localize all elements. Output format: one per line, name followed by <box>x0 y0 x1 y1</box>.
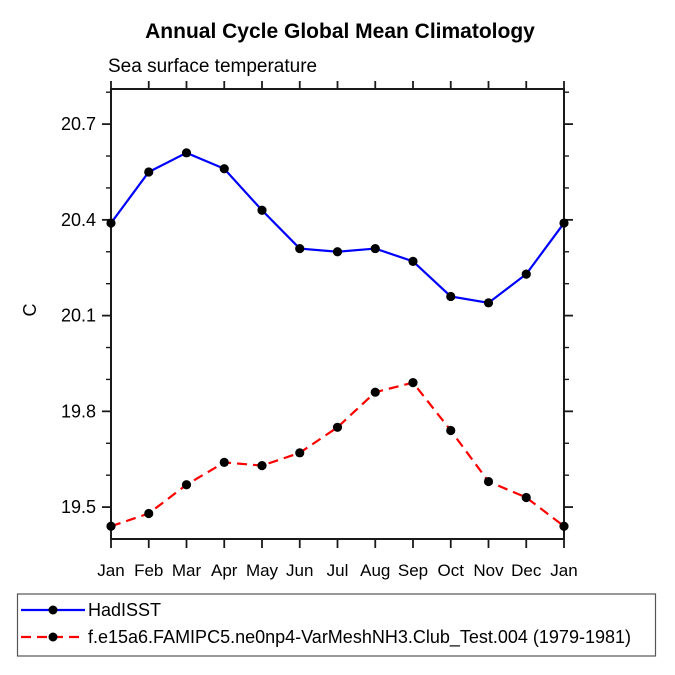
x-tick-label: Jul <box>327 561 349 580</box>
x-tick-label: Jan <box>550 561 577 580</box>
legend-line-samples <box>21 605 85 642</box>
data-point-marker <box>370 243 380 254</box>
data-point-marker <box>408 256 418 266</box>
data-point-marker <box>219 457 229 468</box>
y-tick-label: 20.4 <box>61 210 96 230</box>
x-tick-label: Mar <box>172 561 202 580</box>
data-point-marker <box>370 387 380 397</box>
data-point-marker <box>106 218 116 228</box>
data-point-marker <box>521 269 531 279</box>
data-point-marker <box>181 480 192 490</box>
data-point-marker <box>144 167 154 177</box>
legend-sample-marker <box>48 632 58 642</box>
legend-sample-marker <box>48 605 58 615</box>
x-tick-label: Sep <box>398 561 428 580</box>
legend-label-model-run: f.e15a6.FAMIPC5.ne0np4-VarMeshNH3.Club_T… <box>88 627 631 648</box>
data-point-marker <box>446 291 456 302</box>
x-tick-label: Nov <box>473 561 504 580</box>
x-tick-label: Feb <box>134 561 163 580</box>
data-point-marker <box>408 378 418 388</box>
chart-subtitle: Sea surface temperature <box>108 56 317 77</box>
y-axis-label: C <box>20 304 40 317</box>
data-point-marker <box>559 521 569 531</box>
data-point-marker <box>144 508 154 519</box>
x-tick-label: Jun <box>286 561 313 580</box>
data-point-marker <box>106 521 116 531</box>
model-line <box>110 381 565 528</box>
chart-title: Annual Cycle Global Mean Climatology <box>145 20 535 43</box>
plot-series <box>106 148 569 531</box>
x-tick-label: Oct <box>438 561 465 580</box>
data-point-marker <box>446 425 456 436</box>
x-tick-label: May <box>246 561 279 580</box>
data-point-marker <box>483 476 494 487</box>
data-point-marker <box>295 243 305 254</box>
plot-axes: Jan Feb Mar Apr May Jun Jul Aug Sep Oct Nov Dec Jan 1… <box>61 81 578 580</box>
y-tick-label: 19.5 <box>61 497 96 517</box>
x-tick-label: Aug <box>360 561 390 580</box>
legend-label-hadisst: HadISST <box>88 600 161 620</box>
data-point-marker <box>332 247 343 257</box>
data-point-marker <box>257 460 267 471</box>
data-point-marker <box>295 448 305 458</box>
y-tick-label: 20.7 <box>61 114 96 134</box>
x-tick-label: Apr <box>211 561 238 580</box>
data-point-marker <box>219 164 229 174</box>
legend: HadISST f.e15a6.FAMIPC5.ne0np4-VarMeshNH… <box>16 593 657 657</box>
data-point-marker <box>483 298 494 308</box>
y-tick-label: 19.8 <box>61 401 96 421</box>
data-point-marker <box>332 422 343 432</box>
legend-box <box>16 593 657 657</box>
x-tick-label: Jan <box>97 561 124 580</box>
hadisst-line <box>110 151 565 304</box>
data-point-marker <box>559 218 569 228</box>
y-tick-label: 20.1 <box>61 306 96 326</box>
data-point-marker <box>181 148 192 158</box>
data-point-marker <box>257 205 267 215</box>
data-point-marker <box>521 492 531 503</box>
x-tick-label: Dec <box>511 561 542 580</box>
